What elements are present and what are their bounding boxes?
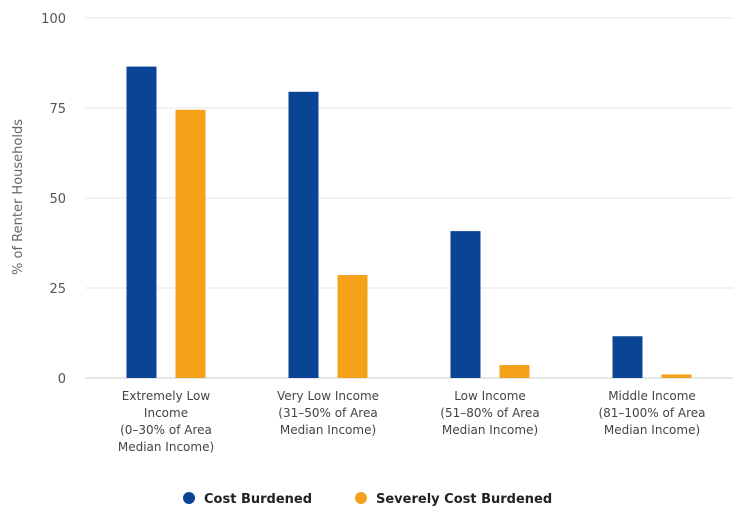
bar-severely-cost-burdened bbox=[337, 275, 368, 378]
legend-marker bbox=[183, 492, 195, 504]
bar-cost-burdened bbox=[612, 336, 643, 378]
y-tick-label: 0 bbox=[58, 372, 66, 387]
legend: Cost Burdened Severely Cost Burdened bbox=[183, 492, 552, 507]
y-axis-label: % of Renter Households bbox=[11, 119, 26, 275]
bar-severely-cost-burdened bbox=[661, 374, 692, 378]
y-tick-label: 100 bbox=[41, 12, 66, 27]
y-axis-ticks: 0 25 50 75 100 bbox=[41, 12, 66, 387]
legend-label: Severely Cost Burdened bbox=[376, 492, 552, 507]
legend-item[interactable]: Severely Cost Burdened bbox=[355, 492, 552, 507]
bars bbox=[126, 66, 692, 379]
legend-item[interactable]: Cost Burdened bbox=[183, 492, 312, 507]
x-category-label: Middle Income (81–100% of Area Median Inco… bbox=[598, 389, 705, 437]
y-tick-label: 25 bbox=[49, 282, 66, 297]
x-category-label: Extremely Low Income (0–30% of Area Median … bbox=[118, 389, 214, 454]
x-category-label: Very Low Income (31–50% of Area Median Inc… bbox=[277, 389, 379, 437]
y-tick-label: 50 bbox=[49, 192, 66, 207]
legend-label: Cost Burdened bbox=[204, 492, 312, 507]
x-axis-categories: Extremely Low Income (0–30% of Area Median … bbox=[118, 389, 706, 454]
y-tick-label: 75 bbox=[49, 102, 66, 117]
bar-cost-burdened bbox=[126, 66, 157, 378]
bar-severely-cost-burdened bbox=[499, 365, 530, 378]
bar-cost-burdened bbox=[288, 91, 319, 379]
legend-marker bbox=[355, 492, 367, 504]
bar-cost-burdened bbox=[450, 231, 481, 378]
x-category-label: Low Income (51–80% of Area Median Income) bbox=[440, 389, 539, 437]
bar-severely-cost-burdened bbox=[175, 109, 206, 379]
